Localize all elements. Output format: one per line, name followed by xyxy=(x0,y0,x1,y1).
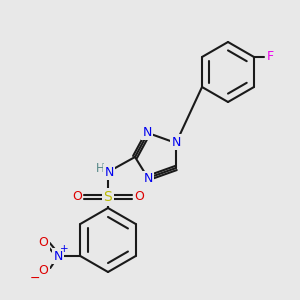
Text: S: S xyxy=(103,190,112,204)
Text: H: H xyxy=(96,163,104,176)
Text: N: N xyxy=(54,250,63,262)
Text: O: O xyxy=(38,265,48,278)
Text: O: O xyxy=(134,190,144,203)
Text: N: N xyxy=(104,166,114,178)
Text: O: O xyxy=(38,236,48,250)
Text: N: N xyxy=(171,136,181,148)
Text: F: F xyxy=(266,50,274,64)
Text: O: O xyxy=(72,190,82,203)
Text: −: − xyxy=(30,272,40,284)
Text: +: + xyxy=(60,244,69,254)
Text: N: N xyxy=(143,172,153,185)
Text: N: N xyxy=(142,125,152,139)
